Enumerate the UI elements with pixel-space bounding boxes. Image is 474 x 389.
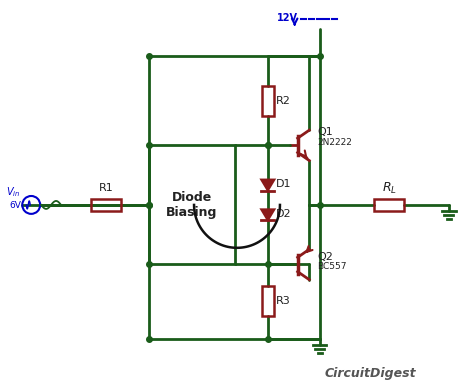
Text: Q1: Q1 bbox=[317, 128, 333, 137]
Bar bbox=[262, 286, 274, 316]
Text: 6V: 6V bbox=[9, 201, 21, 210]
Text: D2: D2 bbox=[276, 209, 292, 219]
Text: CircuitDigest: CircuitDigest bbox=[325, 367, 416, 380]
Text: Biasing: Biasing bbox=[166, 207, 218, 219]
Text: Q2: Q2 bbox=[317, 252, 333, 261]
Polygon shape bbox=[261, 180, 274, 191]
Text: 12V: 12V bbox=[277, 13, 298, 23]
Text: R1: R1 bbox=[99, 183, 113, 193]
Polygon shape bbox=[261, 209, 274, 220]
Bar bbox=[374, 199, 404, 211]
Bar bbox=[262, 86, 274, 116]
Bar bbox=[148, 145, 235, 265]
Text: R3: R3 bbox=[276, 296, 291, 306]
Text: 2N2222: 2N2222 bbox=[317, 138, 352, 147]
Text: $V_{in}$: $V_{in}$ bbox=[6, 185, 21, 199]
Text: Diode: Diode bbox=[172, 191, 212, 205]
Text: R2: R2 bbox=[276, 96, 291, 106]
Text: D1: D1 bbox=[276, 179, 291, 189]
Text: $R_L$: $R_L$ bbox=[382, 181, 397, 196]
Bar bbox=[91, 199, 121, 211]
Text: BC557: BC557 bbox=[317, 263, 346, 272]
